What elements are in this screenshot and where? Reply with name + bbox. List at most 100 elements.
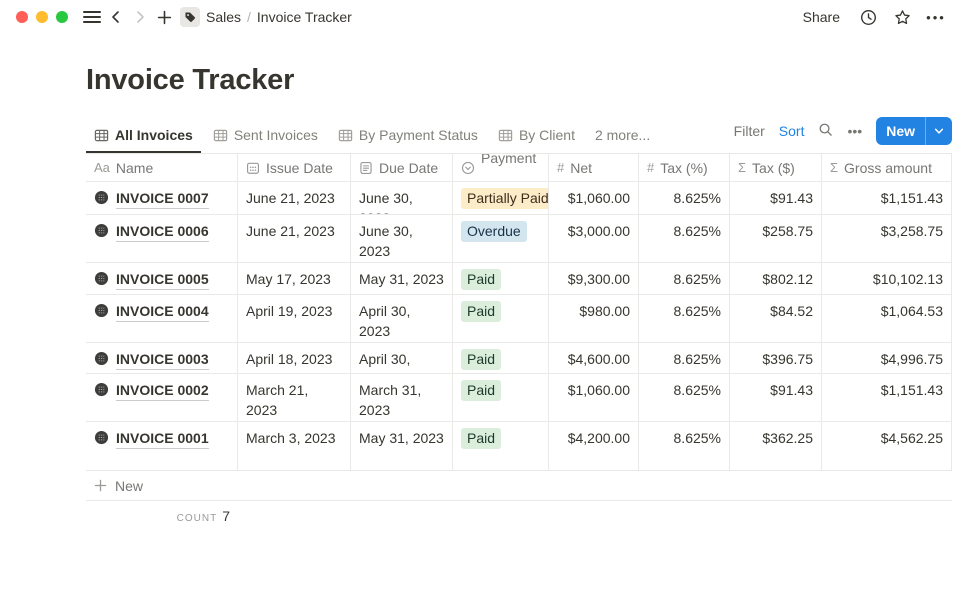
cell-status[interactable]: Overdue	[453, 215, 549, 262]
cell-status[interactable]: Paid	[453, 343, 549, 373]
cell-tax_pct[interactable]: 8.625%	[639, 263, 730, 294]
cell-gross[interactable]: $1,151.43	[822, 182, 952, 214]
tab-by-payment-status[interactable]: By Payment Status	[330, 121, 486, 153]
zoom-window-button[interactable]	[56, 11, 68, 23]
cell-due_date[interactable]: June 30, 2023	[351, 215, 453, 262]
new-record-button[interactable]: New	[886, 123, 915, 139]
back-button[interactable]	[104, 5, 128, 29]
cell-gross[interactable]: $10,102.13	[822, 263, 952, 294]
search-button[interactable]	[818, 122, 833, 140]
cell-name[interactable]: INVOICE 0001	[86, 422, 238, 470]
cell-tax_amt[interactable]: $362.25	[730, 422, 822, 470]
cell-gross[interactable]: $1,064.53	[822, 295, 952, 342]
cell-gross[interactable]: $4,996.75	[822, 343, 952, 373]
sidebar-menu-button[interactable]	[80, 5, 104, 29]
cell-net[interactable]: $9,300.00	[549, 263, 639, 294]
cell-due_date[interactable]: May 31, 2023	[351, 422, 453, 470]
cell-issue_date[interactable]: April 18, 2023	[238, 343, 351, 373]
cell-tax_pct[interactable]: 8.625%	[639, 182, 730, 214]
cell-net[interactable]: $4,200.00	[549, 422, 639, 470]
cell-status[interactable]: Paid	[453, 263, 549, 294]
invoice-title-link[interactable]: INVOICE 0006	[116, 221, 209, 242]
tab-all-invoices[interactable]: All Invoices	[86, 121, 201, 153]
minimize-window-button[interactable]	[36, 11, 48, 23]
cell-gross[interactable]: $4,562.25	[822, 422, 952, 470]
invoice-title-link[interactable]: INVOICE 0005	[116, 269, 209, 290]
cell-status[interactable]: Paid	[453, 422, 549, 470]
cell-gross[interactable]: $1,151.43	[822, 374, 952, 421]
cell-due_date[interactable]: April 30, 2023	[351, 343, 453, 373]
cell-net[interactable]: $980.00	[549, 295, 639, 342]
column-header-gross[interactable]: Σ Gross amount	[822, 154, 952, 181]
cell-tax_pct[interactable]: 8.625%	[639, 374, 730, 421]
invoice-title-link[interactable]: INVOICE 0004	[116, 301, 209, 322]
cell-tax_pct[interactable]: 8.625%	[639, 295, 730, 342]
favorite-button[interactable]	[890, 5, 914, 29]
invoice-title-link[interactable]: INVOICE 0003	[116, 349, 209, 370]
new-page-button[interactable]	[152, 5, 176, 29]
cell-tax_pct[interactable]: 8.625%	[639, 422, 730, 470]
cell-due_date[interactable]: March 31, 2023	[351, 374, 453, 421]
cell-gross[interactable]: $3,258.75	[822, 215, 952, 262]
close-window-button[interactable]	[16, 11, 28, 23]
invoice-title-link[interactable]: INVOICE 0007	[116, 188, 209, 209]
tab-2-more[interactable]: 2 more...	[587, 121, 658, 153]
cell-tax_amt[interactable]: $84.52	[730, 295, 822, 342]
cell-issue_date[interactable]: March 3, 2023	[238, 422, 351, 470]
cell-tax_pct[interactable]: 8.625%	[639, 215, 730, 262]
view-more-button[interactable]: •••	[847, 123, 862, 139]
cell-issue_date[interactable]: April 19, 2023	[238, 295, 351, 342]
cell-net[interactable]: $1,060.00	[549, 182, 639, 214]
cell-issue_date[interactable]: June 21, 2023	[238, 215, 351, 262]
column-header-name[interactable]: Aa Name	[86, 154, 238, 181]
cell-due_date[interactable]: April 30, 2023	[351, 295, 453, 342]
invoice-title-link[interactable]: INVOICE 0001	[116, 428, 209, 449]
cell-status[interactable]: Paid	[453, 374, 549, 421]
cell-name[interactable]: INVOICE 0007	[86, 182, 238, 214]
cell-issue_date[interactable]: May 17, 2023	[238, 263, 351, 294]
updates-button[interactable]	[856, 5, 880, 29]
column-header-tax_amt[interactable]: Σ Tax ($)	[730, 154, 822, 181]
column-header-net[interactable]: # Net	[549, 154, 639, 181]
column-header-issue_date[interactable]: Issue Date	[238, 154, 351, 181]
column-header-tax_pct[interactable]: # Tax (%)	[639, 154, 730, 181]
cell-tax_amt[interactable]: $91.43	[730, 182, 822, 214]
page-title[interactable]: Invoice Tracker	[86, 64, 295, 96]
cell-status[interactable]: Paid	[453, 295, 549, 342]
breadcrumb-parent[interactable]: Sales	[206, 9, 242, 25]
cell-net[interactable]: $1,060.00	[549, 374, 639, 421]
cell-name[interactable]: INVOICE 0004	[86, 295, 238, 342]
cell-status[interactable]: Partially Paid	[453, 182, 549, 214]
cell-name[interactable]: INVOICE 0003	[86, 343, 238, 373]
column-header-status[interactable]: Payment ...	[453, 154, 549, 181]
cell-name[interactable]: INVOICE 0006	[86, 215, 238, 262]
tab-by-client[interactable]: By Client	[490, 121, 583, 153]
cell-net[interactable]: $3,000.00	[549, 215, 639, 262]
tab-sent-invoices[interactable]: Sent Invoices	[205, 121, 326, 153]
cell-due_date[interactable]: June 30, 2023	[351, 182, 453, 214]
cell-tax_amt[interactable]: $91.43	[730, 374, 822, 421]
breadcrumb-current[interactable]: Invoice Tracker	[256, 9, 352, 25]
add-row-button[interactable]: New	[86, 471, 952, 501]
page-icon-badge[interactable]	[180, 7, 200, 27]
cell-tax_pct[interactable]: 8.625%	[639, 343, 730, 373]
filter-button[interactable]: Filter	[733, 123, 765, 139]
cell-net[interactable]: $4,600.00	[549, 343, 639, 373]
cell-tax_amt[interactable]: $258.75	[730, 215, 822, 262]
invoice-title-link[interactable]: INVOICE 0002	[116, 380, 209, 401]
share-button[interactable]: Share	[802, 9, 840, 25]
sort-button[interactable]: Sort	[778, 123, 805, 139]
cell-issue_date[interactable]: June 21, 2023	[238, 182, 351, 214]
cell-tax_amt[interactable]: $802.12	[730, 263, 822, 294]
cell-name[interactable]: INVOICE 0005	[86, 263, 238, 294]
cell-tax_amt[interactable]: $396.75	[730, 343, 822, 373]
cell-due_date[interactable]: May 31, 2023	[351, 263, 453, 294]
new-record-dropdown-button[interactable]	[926, 126, 952, 136]
page-more-button[interactable]: •••	[924, 5, 948, 29]
count-calculation[interactable]: COUNT 7	[86, 508, 238, 526]
cell-issue_date[interactable]: March 21, 2023	[238, 374, 351, 421]
tab-label: By Payment Status	[358, 127, 478, 143]
cell-name[interactable]: INVOICE 0002	[86, 374, 238, 421]
column-header-due_date[interactable]: Due Date	[351, 154, 453, 181]
forward-button[interactable]	[128, 5, 152, 29]
